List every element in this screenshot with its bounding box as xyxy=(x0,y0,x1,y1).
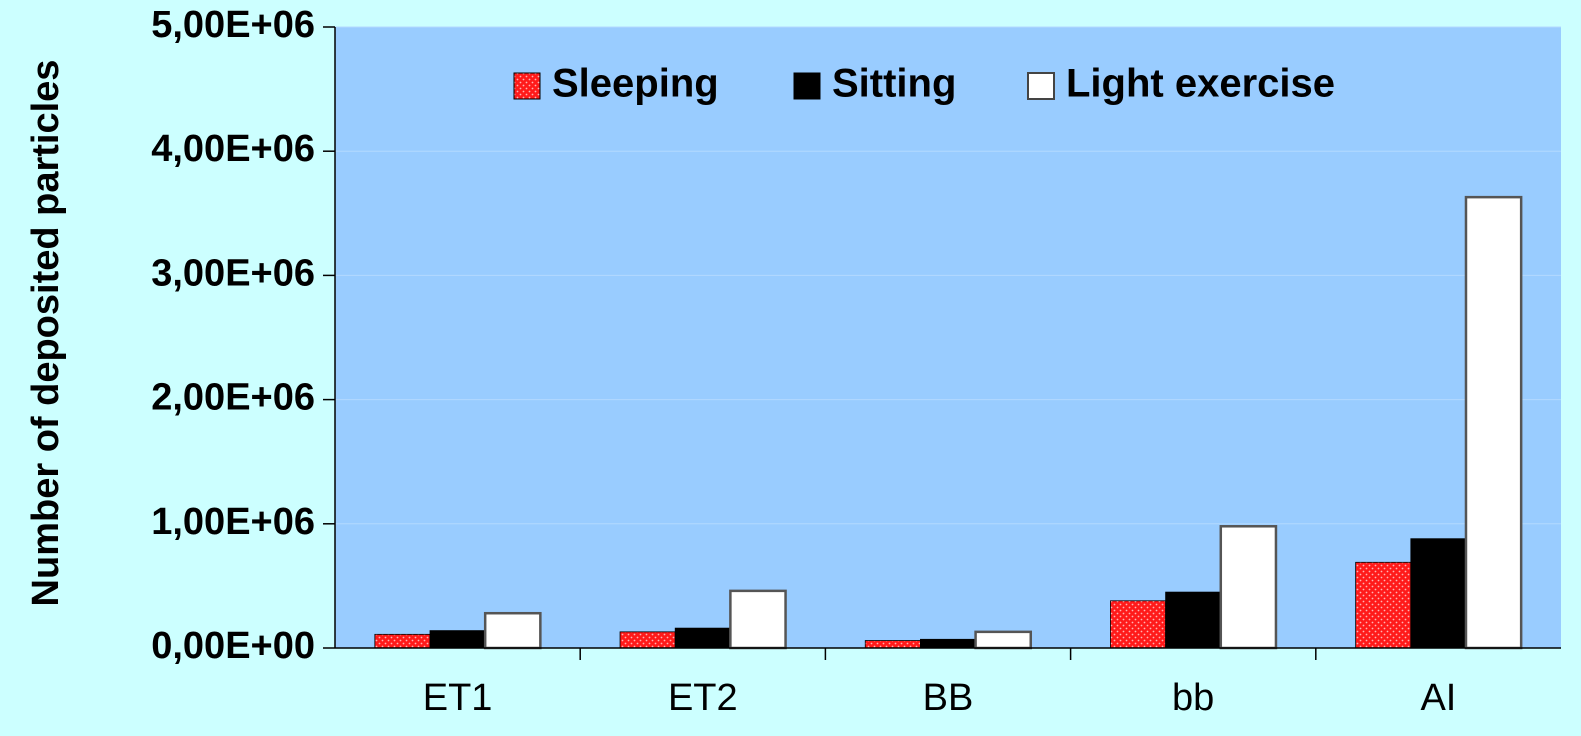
x-tick-label: ET2 xyxy=(668,677,738,719)
legend-label-sleeping: Sleeping xyxy=(552,62,719,106)
bar-light-exercise-et1 xyxy=(483,611,542,650)
bar-sitting-et1 xyxy=(429,630,486,649)
legend-label-light-exercise: Light exercise xyxy=(1066,62,1335,106)
y-tick-label: 4,00E+06 xyxy=(151,128,315,170)
bar-light-exercise-bb xyxy=(974,630,1033,650)
y-tick-label: 1,00E+06 xyxy=(151,501,315,543)
legend-swatch-light-exercise xyxy=(1027,72,1055,100)
y-tick-label: 2,00E+06 xyxy=(151,377,315,419)
x-tick-label: ET1 xyxy=(423,677,493,719)
legend: Sleeping Sitting Light exercise xyxy=(513,62,1335,106)
y-tick-label: 5,00E+06 xyxy=(151,4,315,46)
plot-area xyxy=(335,27,1561,648)
axes xyxy=(323,26,1561,660)
bar-light-exercise-ai xyxy=(1464,195,1523,650)
bar-light-exercise-et2 xyxy=(729,589,787,650)
bar-sitting-bb xyxy=(1165,591,1222,649)
bar-sleeping-et1 xyxy=(374,633,431,649)
bar-sitting-bb xyxy=(920,638,976,649)
bar-light-exercise-bb xyxy=(1219,525,1278,650)
legend-swatch-sitting xyxy=(793,72,821,100)
bar-sleeping-bb xyxy=(1110,600,1167,649)
bars-group xyxy=(374,195,1523,650)
x-tick-label: AI xyxy=(1420,677,1456,719)
x-tick-labels: ET1 ET2 BB bb AI xyxy=(423,677,1457,719)
y-tick-labels: 0,00E+00 1,00E+06 2,00E+06 3,00E+06 4,00E+06… xyxy=(151,4,315,667)
legend-swatch-sleeping xyxy=(513,72,541,100)
y-tick-label: 3,00E+06 xyxy=(151,252,315,294)
y-axis-label: Number of deposited particles xyxy=(25,60,67,607)
legend-label-sitting: Sitting xyxy=(832,62,956,106)
y-tick-label: 0,00E+00 xyxy=(151,625,315,667)
x-tick-label: bb xyxy=(1172,677,1214,719)
bar-sitting-ai xyxy=(1410,538,1467,649)
bar-sleeping-et2 xyxy=(619,631,676,649)
bar-sleeping-bb xyxy=(864,640,921,649)
bar-sleeping-ai xyxy=(1355,561,1412,649)
bar-sitting-et2 xyxy=(674,627,731,649)
x-tick-label: BB xyxy=(923,677,974,719)
gridlines xyxy=(335,26,1561,525)
